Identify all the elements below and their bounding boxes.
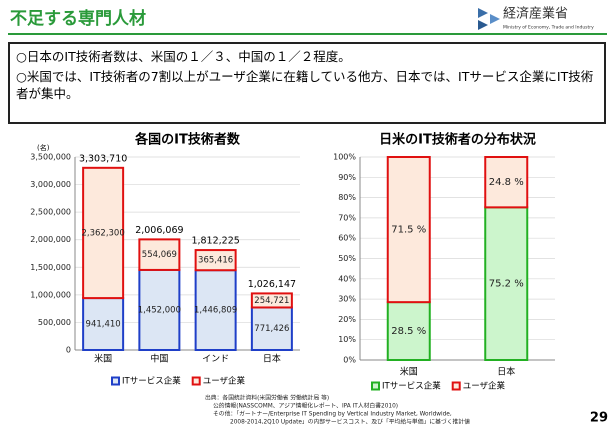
source-note: その他：「ガートナー/Enterprise IT Spending by Ver… [213, 410, 452, 418]
value-label: 75.2 % [489, 279, 524, 290]
value-label: 71.5 % [391, 225, 426, 236]
y-tick-label: 90% [338, 173, 356, 182]
y-tick-label: 80% [338, 193, 356, 202]
y-tick-label: 3,000,000 [30, 180, 71, 189]
y-tick-label: 3,500,000 [30, 153, 71, 162]
bar-segment [250, 292, 293, 309]
total-label: 3,303,710 [79, 153, 127, 164]
bar-segment [138, 268, 181, 351]
x-tick-label: 中国 [150, 353, 168, 365]
total-label: 2,006,069 [135, 225, 183, 236]
value-label: 24.8 % [489, 177, 524, 188]
x-tick-label: 日本 [497, 366, 515, 378]
y-tick-label: 0% [343, 356, 356, 365]
y-tick-label: 500,000 [38, 318, 71, 327]
y-tick-label: 50% [338, 254, 356, 263]
logo-icon [478, 8, 500, 30]
bar-segment [194, 249, 237, 272]
logo-subtext: Ministry of Economy, Trade and Industry [503, 25, 594, 31]
value-label: 1,452,000 [138, 305, 181, 315]
y-unit: (名) [37, 143, 50, 152]
y-tick-label: 1,500,000 [30, 263, 71, 272]
legend-label: ユーザ企業 [463, 381, 506, 392]
bar-segment [484, 206, 529, 361]
y-tick-label: 60% [338, 234, 356, 243]
value-label: 771,426 [254, 324, 289, 334]
chart-title: 各国のIT技術者数 [134, 132, 241, 148]
y-tick-label: 0 [66, 346, 71, 355]
y-tick-label: 2,500,000 [30, 208, 71, 217]
y-tick-label: 1,000,000 [30, 290, 71, 299]
bar-segment [138, 238, 181, 271]
y-tick-label: 40% [338, 274, 356, 283]
value-label: 28.5 % [391, 326, 426, 337]
value-label: 365,416 [198, 256, 233, 266]
summary-box: ○日本のIT技術者数は、米国の１／３、中国の１／２程度。 ○米国では、IT技術者… [8, 42, 606, 124]
source-note: 2008-2014,2Q10 Update」の内部サービスコスト、及び「平均給与… [230, 418, 470, 426]
value-label: 254,721 [254, 296, 289, 306]
y-tick-label: 10% [338, 335, 356, 344]
logo-text: 経済産業省 [503, 6, 568, 22]
x-tick-label: 日本 [263, 353, 281, 365]
legend-label: ユーザ企業 [203, 376, 246, 387]
source-note: 出典：各国統計資料(米国労働省 労働統計局 等) [205, 394, 329, 402]
value-label: 554,069 [142, 250, 177, 260]
bar-segment [250, 306, 293, 351]
legend-label: ITサービス企業 [122, 376, 181, 387]
source-note: 公的情報(NASSCOMM、アジア情報化レポート、IPA IT人材白書2010) [213, 402, 398, 410]
x-tick-label: インド [202, 355, 229, 365]
value-label: 2,362,300 [81, 228, 124, 238]
bullet: ○日本のIT技術者数は、米国の１／３、中国の１／２程度。 [16, 49, 351, 64]
bar-segment [386, 301, 431, 361]
total-label: 1,812,225 [191, 236, 239, 247]
x-tick-label: 米国 [400, 366, 418, 378]
value-label: 1,446,809 [194, 306, 237, 316]
page-number: 29 [590, 411, 608, 426]
total-label: 1,026,147 [248, 279, 296, 290]
x-tick-label: 米国 [94, 353, 112, 365]
bullet: ○米国では、IT技術者の7割以上がユーザ企業に在籍している他方、日本では、ITサ… [16, 69, 594, 101]
legend-swatch [371, 381, 380, 391]
y-tick-label: 100% [333, 153, 356, 162]
y-tick-label: 70% [338, 213, 356, 222]
legend-label: ITサービス企業 [382, 381, 441, 392]
bar-segment [484, 156, 529, 209]
y-tick-label: 30% [338, 295, 356, 304]
chart-title: 日米のIT技術者の分布状況 [379, 132, 536, 148]
y-tick-label: 2,000,000 [30, 235, 71, 244]
bar-segment [82, 297, 125, 351]
bar-segment [82, 166, 125, 300]
y-tick-label: 20% [338, 315, 356, 324]
legend-swatch [451, 381, 461, 391]
value-label: 941,410 [86, 320, 121, 330]
slide-title: 不足する専門人材 [10, 8, 146, 29]
bar-segment [386, 156, 431, 304]
legend-swatch [111, 376, 120, 386]
legend-swatch [191, 376, 201, 386]
